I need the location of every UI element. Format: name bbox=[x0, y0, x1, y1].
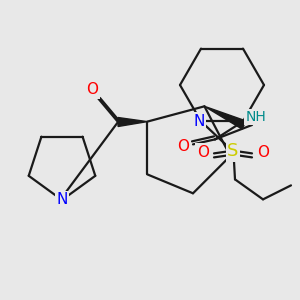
Text: N: N bbox=[193, 114, 205, 129]
Text: S: S bbox=[227, 142, 239, 160]
Text: O: O bbox=[86, 82, 98, 98]
Polygon shape bbox=[204, 106, 246, 129]
Text: O: O bbox=[257, 145, 269, 160]
Text: O: O bbox=[177, 139, 189, 154]
Polygon shape bbox=[118, 118, 147, 127]
Text: O: O bbox=[197, 145, 209, 160]
Text: N: N bbox=[56, 193, 68, 208]
Text: NH: NH bbox=[246, 110, 266, 124]
